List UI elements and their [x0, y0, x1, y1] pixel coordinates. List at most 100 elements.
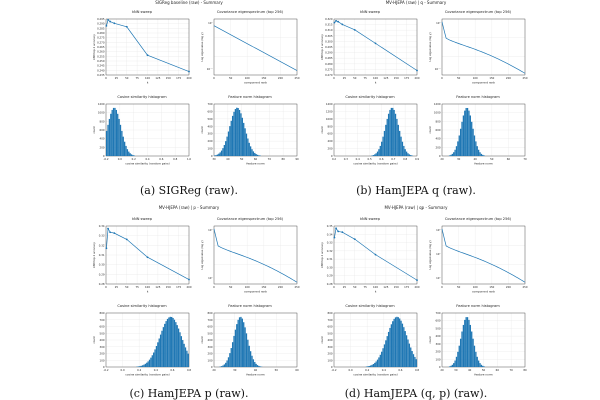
histogram-bar: [107, 124, 109, 156]
y-tick-label: 300: [208, 345, 213, 349]
histogram-bar: [119, 124, 122, 156]
x-tick-label: 200: [187, 76, 192, 80]
figure-c: MV-HJEPA (raw) | p - Summary kNN sweep 0 2…: [78, 205, 300, 400]
histogram-bar: [400, 136, 402, 156]
plot-title: Covariance eigenspectrum (top 256): [216, 217, 284, 221]
histogram-bar: [251, 355, 253, 367]
x-axis-label: cosine similarity (random pairs): [125, 162, 169, 166]
plot-frame: [441, 225, 526, 285]
y-tick-label: 1200: [98, 102, 105, 106]
x-tick-label: 125: [155, 285, 160, 289]
eig-svg: 0 50 100 150 200 250 10⁰ 10⁻¹ component rank Log …: [200, 18, 300, 85]
plot-frame: [213, 225, 298, 285]
x-tick-label: 150: [394, 76, 399, 80]
x-tick-label: 20: [440, 368, 444, 372]
histogram-bar: [476, 356, 478, 367]
norm-histogram-plot: Feature norm histogram 20 30 40 50 60 70 80 0 100…: [428, 304, 528, 379]
x-tick-label: 125: [383, 76, 388, 80]
histogram-bar: [480, 153, 483, 156]
y-tick-label: 800: [328, 311, 333, 315]
histogram-bar: [393, 109, 395, 156]
y-tick-label: 400: [100, 137, 105, 141]
histogram-bar: [236, 324, 238, 367]
histogram-bar: [248, 345, 250, 367]
histogram-bar: [399, 318, 401, 367]
y-tick-label: 200: [100, 145, 105, 149]
y-tick-label: 300: [436, 342, 441, 346]
x-tick-label: 0.6: [398, 368, 402, 372]
histogram-bar: [227, 357, 230, 367]
x-tick-label: 0.6: [379, 157, 383, 161]
x-tick-label: 40: [468, 368, 472, 372]
histogram-bar: [457, 141, 459, 156]
y-tick-label: 0.280: [325, 62, 333, 66]
plot-title: kNN sweep: [359, 217, 381, 221]
histogram-bar: [151, 355, 153, 367]
histogram-bar: [245, 333, 248, 367]
histogram-bar: [405, 335, 408, 367]
x-tick-label: 100: [473, 76, 478, 80]
plot-frame: [333, 103, 418, 157]
knn-point: [107, 227, 109, 230]
plot-frame: [213, 18, 298, 76]
x-tick-label: 50: [125, 76, 129, 80]
x-axis-label: component rank: [244, 290, 267, 294]
y-tick-label: 0.275: [325, 67, 333, 71]
x-tick-label: 0.0: [349, 368, 353, 372]
x-tick-label: 100: [245, 285, 250, 289]
x-tick-label: 0.8: [187, 368, 191, 372]
histogram-bar: [404, 149, 406, 156]
y-tick-label: 600: [208, 325, 213, 329]
histogram-bar: [382, 348, 384, 367]
histogram-bar: [251, 149, 253, 156]
x-tick-label: 75: [363, 285, 367, 289]
y-tick-label: 800: [328, 124, 333, 128]
x-tick-label: 50: [482, 368, 486, 372]
y-axis-label: kNN top-1 accuracy: [320, 34, 324, 60]
histogram-bar: [244, 327, 246, 367]
knn-line: [334, 20, 418, 71]
y-tick-label: 800: [100, 119, 105, 123]
x-axis-label: cosine similarity (random pairs): [125, 373, 169, 377]
y-tick-label: 1000: [98, 111, 105, 115]
x-tick-label: 0.4: [382, 368, 386, 372]
y-axis-label: count: [200, 126, 204, 133]
y-tick-label: 700: [436, 311, 441, 315]
x-tick-label: 0: [105, 76, 107, 80]
histogram-bar: [482, 365, 484, 367]
histogram-bar: [387, 331, 390, 367]
histogram-bar: [457, 351, 459, 367]
y-tick-label: 0.28: [327, 282, 333, 286]
histogram-bar: [233, 111, 235, 156]
histogram-bar: [158, 338, 160, 367]
histogram-bar: [132, 155, 134, 156]
norm-svg: 20 30 40 50 60 70 0 200 400 600 800 1000 1200 feature…: [428, 102, 527, 166]
eigen-line: [441, 228, 526, 283]
x-tick-label: 150: [261, 76, 266, 80]
y-tick-label: 0.310: [325, 28, 333, 32]
y-tick-label: 400: [328, 139, 333, 143]
x-tick-label: 175: [404, 285, 409, 289]
y-tick-label: 1000: [326, 117, 333, 121]
x-tick-label: 200: [415, 76, 420, 80]
y-tick-label: 0.235: [97, 73, 105, 77]
knn-point: [105, 24, 108, 27]
y-tick-label: 500: [208, 331, 213, 335]
histogram-bar: [231, 342, 234, 367]
knn-point: [333, 21, 336, 24]
x-tick-label: -0.2: [103, 157, 108, 161]
y-tick-label: 200: [436, 350, 441, 354]
x-tick-label: 0: [105, 285, 107, 289]
histogram-bar: [230, 348, 232, 367]
y-tick-label: 0: [439, 154, 441, 158]
eigen-line: [213, 25, 298, 71]
plot-title: Covariance eigenspectrum (top 256): [444, 10, 512, 14]
histogram-bar: [387, 113, 390, 156]
x-tick-label: 200: [506, 76, 511, 80]
knn-point: [113, 232, 116, 235]
knn-sweep-plot: kNN sweep 0 25 50 75 100 125 150 175 200 0.28 0.29 0…: [92, 217, 192, 296]
plot-title: Cosine similarity histogram: [117, 304, 167, 308]
knn-point: [341, 23, 344, 26]
cos-svg: -0.2 0.0 0.2 0.4 0.6 0.8 1.0 0 200 400 600 800 1000 1…: [92, 102, 191, 166]
figure-b: MV-HJEPA (raw) | q - Summary kNN sweep 0 2…: [300, 0, 532, 200]
